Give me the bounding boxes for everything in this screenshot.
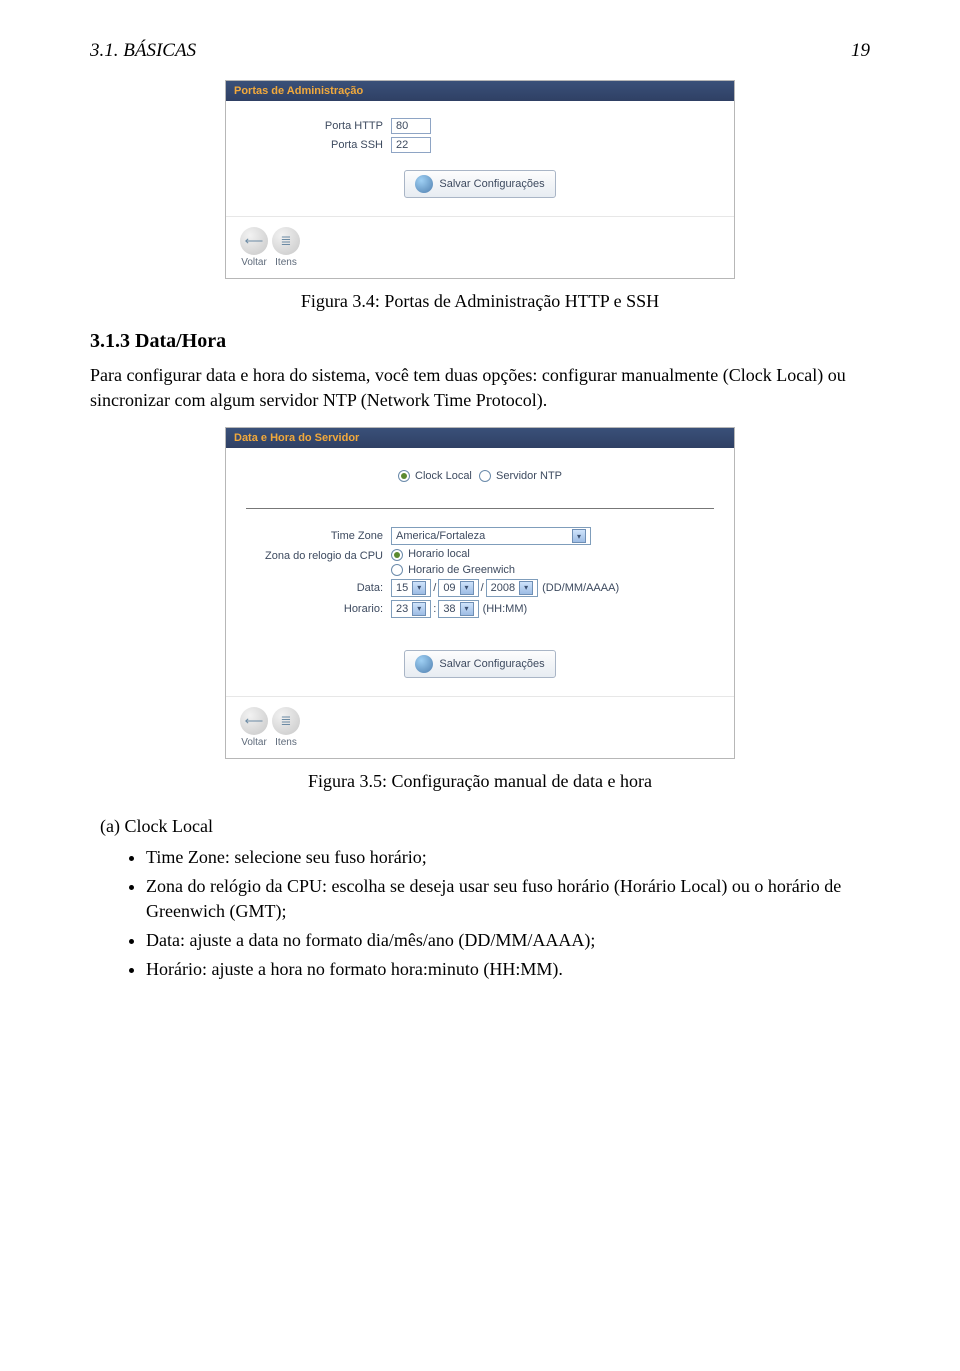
time-label: Horario: — [246, 603, 391, 615]
datetime-panel: Data e Hora do Servidor Clock Local Serv… — [225, 427, 735, 758]
ssh-port-label: Porta SSH — [246, 139, 391, 151]
bullet-cpu-clock: Zona do relógio da CPU: escolha se desej… — [146, 874, 870, 924]
section-heading-313: 3.1.3 Data/Hora — [90, 330, 870, 353]
chevron-down-icon: ▾ — [460, 602, 474, 616]
bullet-timezone: Time Zone: selecione seu fuso horário; — [146, 845, 870, 870]
items-button[interactable]: ≣ Itens — [272, 707, 300, 748]
greenwich-radio-label: Horario de Greenwich — [408, 564, 515, 576]
time-minute-select[interactable]: 38 ▾ — [438, 600, 478, 618]
date-month-value: 09 — [443, 582, 455, 594]
cpu-clock-zone-label: Zona do relogio da CPU — [246, 548, 391, 562]
clock-local-radio[interactable] — [398, 470, 410, 482]
figure-caption-34: Figura 3.4: Portas de Administração HTTP… — [90, 291, 870, 312]
save-disk-icon — [415, 655, 433, 673]
chevron-down-icon: ▾ — [412, 581, 426, 595]
bullet-time: Horário: ajuste a hora no formato hora:m… — [146, 957, 870, 982]
date-format-hint: (DD/MM/AAAA) — [542, 582, 619, 594]
items-button-label: Itens — [275, 737, 297, 748]
arrow-left-icon: ⟵ — [240, 227, 268, 255]
date-year-value: 2008 — [491, 582, 515, 594]
date-year-select[interactable]: 2008 ▾ — [486, 579, 538, 597]
timezone-label: Time Zone — [246, 530, 391, 542]
panel-title: Data e Hora do Servidor — [226, 428, 734, 448]
date-month-select[interactable]: 09 ▾ — [438, 579, 478, 597]
date-sep: / — [433, 582, 436, 594]
date-sep: / — [481, 582, 484, 594]
bullet-date: Data: ajuste a data no formato dia/mês/a… — [146, 928, 870, 953]
ssh-port-input[interactable]: 22 — [391, 137, 431, 153]
local-time-radio[interactable] — [391, 549, 403, 561]
http-port-input[interactable]: 80 — [391, 118, 431, 134]
time-minute-value: 38 — [443, 603, 455, 615]
ntp-server-radio[interactable] — [479, 470, 491, 482]
list-icon: ≣ — [272, 227, 300, 255]
admin-ports-panel: Portas de Administração Porta HTTP 80 Po… — [225, 80, 735, 279]
figure-caption-35: Figura 3.5: Configuração manual de data … — [90, 771, 870, 792]
items-button[interactable]: ≣ Itens — [272, 227, 300, 268]
back-button[interactable]: ⟵ Voltar — [240, 707, 268, 748]
date-day-select[interactable]: 15 ▾ — [391, 579, 431, 597]
clock-local-radio-label: Clock Local — [415, 470, 472, 482]
items-button-label: Itens — [275, 257, 297, 268]
paragraph-313: Para configurar data e hora do sistema, … — [90, 363, 870, 413]
page-number: 19 — [851, 40, 870, 62]
save-button[interactable]: Salvar Configurações — [404, 170, 555, 198]
date-label: Data: — [246, 582, 391, 594]
back-button-label: Voltar — [241, 737, 267, 748]
local-time-radio-label: Horario local — [408, 548, 470, 560]
section-breadcrumb: 3.1. BÁSICAS — [90, 40, 196, 62]
chevron-down-icon: ▾ — [460, 581, 474, 595]
chevron-down-icon: ▾ — [412, 602, 426, 616]
ntp-server-radio-label: Servidor NTP — [496, 470, 562, 482]
back-button[interactable]: ⟵ Voltar — [240, 227, 268, 268]
save-button-label: Salvar Configurações — [439, 178, 544, 190]
timezone-value: America/Fortaleza — [396, 530, 485, 542]
time-hour-value: 23 — [396, 603, 408, 615]
panel-body: Porta HTTP 80 Porta SSH 22 Salvar Config… — [226, 101, 734, 216]
chevron-down-icon: ▾ — [519, 581, 533, 595]
separator — [246, 508, 714, 509]
time-hour-select[interactable]: 23 ▾ — [391, 600, 431, 618]
panel-body: Clock Local Servidor NTP Time Zone Ameri… — [226, 448, 734, 695]
time-sep: : — [433, 603, 436, 615]
greenwich-radio[interactable] — [391, 564, 403, 576]
list-heading-a: (a) Clock Local — [100, 816, 870, 837]
chevron-down-icon: ▾ — [572, 529, 586, 543]
date-day-value: 15 — [396, 582, 408, 594]
save-button-label: Salvar Configurações — [439, 658, 544, 670]
save-button[interactable]: Salvar Configurações — [404, 650, 555, 678]
time-format-hint: (HH:MM) — [483, 603, 528, 615]
http-port-label: Porta HTTP — [246, 120, 391, 132]
back-button-label: Voltar — [241, 257, 267, 268]
save-disk-icon — [415, 175, 433, 193]
list-icon: ≣ — [272, 707, 300, 735]
panel-title: Portas de Administração — [226, 81, 734, 101]
arrow-left-icon: ⟵ — [240, 707, 268, 735]
timezone-select[interactable]: America/Fortaleza ▾ — [391, 527, 591, 545]
